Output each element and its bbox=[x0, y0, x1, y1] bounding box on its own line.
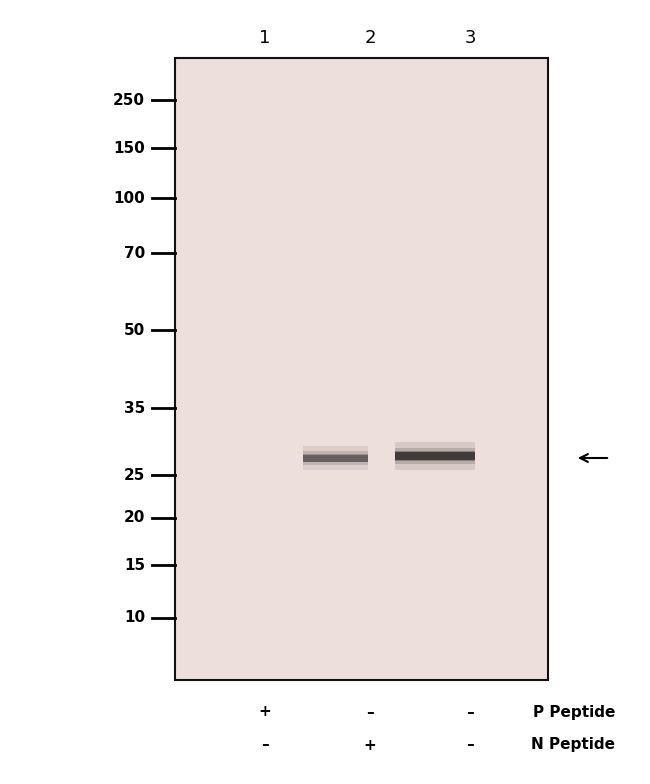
Text: N Peptide: N Peptide bbox=[531, 738, 615, 753]
Text: +: + bbox=[259, 705, 272, 720]
Bar bbox=[175, 58, 548, 680]
Bar bbox=[302, 446, 367, 470]
Text: 70: 70 bbox=[124, 245, 145, 260]
Text: 25: 25 bbox=[124, 467, 145, 482]
Bar bbox=[302, 455, 367, 462]
Text: –: – bbox=[466, 705, 474, 720]
Bar bbox=[302, 451, 367, 465]
Bar bbox=[395, 448, 475, 464]
Bar bbox=[395, 452, 475, 461]
Text: +: + bbox=[363, 738, 376, 753]
Text: –: – bbox=[261, 738, 269, 753]
Text: 35: 35 bbox=[124, 401, 145, 416]
Text: 250: 250 bbox=[113, 93, 145, 107]
Text: 2: 2 bbox=[364, 29, 376, 47]
Text: 10: 10 bbox=[124, 611, 145, 626]
Bar bbox=[395, 452, 475, 460]
Text: 100: 100 bbox=[113, 191, 145, 205]
Text: 50: 50 bbox=[124, 322, 145, 337]
Bar bbox=[302, 454, 367, 463]
Text: 15: 15 bbox=[124, 557, 145, 572]
Text: P Peptide: P Peptide bbox=[532, 705, 615, 720]
Text: 3: 3 bbox=[464, 29, 476, 47]
Text: –: – bbox=[466, 738, 474, 753]
Text: 1: 1 bbox=[259, 29, 270, 47]
Text: 20: 20 bbox=[124, 510, 145, 525]
Text: –: – bbox=[366, 705, 374, 720]
Text: 150: 150 bbox=[113, 140, 145, 155]
Bar bbox=[395, 442, 475, 470]
